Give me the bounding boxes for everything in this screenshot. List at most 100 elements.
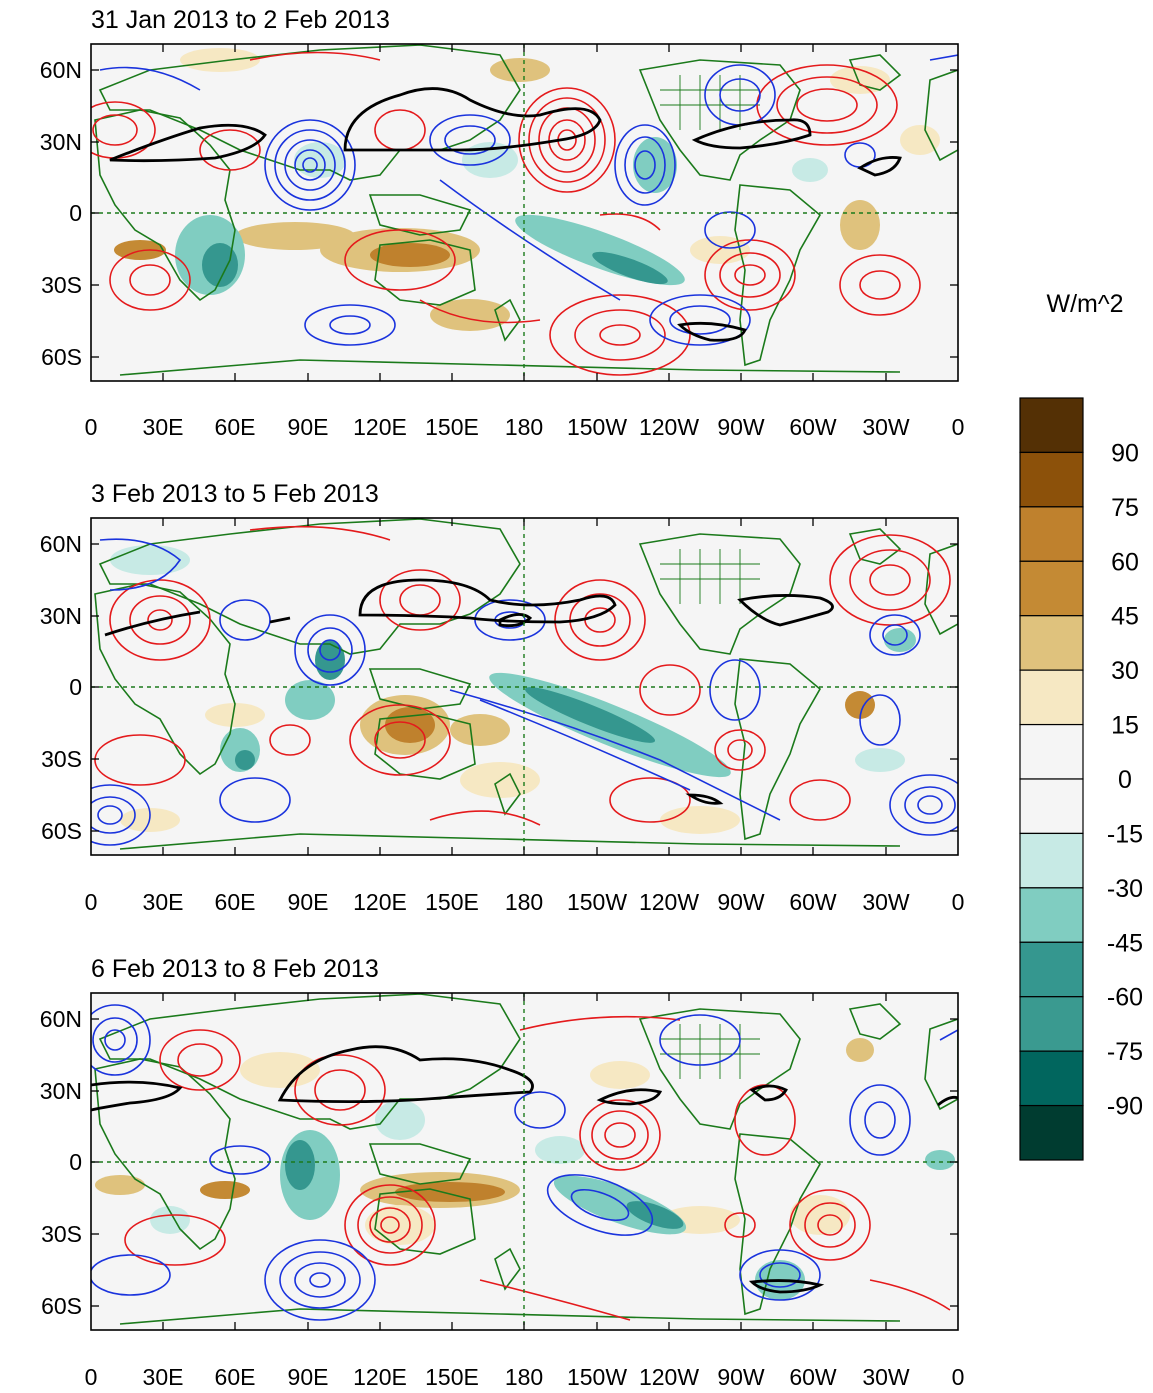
colorbar-tick-label: 45 [1111,603,1139,631]
panel-1-lon-label: 30E [143,414,184,440]
panel-1-lat-label-60n: 60N [40,57,82,83]
panel-1-lon-label: 90E [288,414,329,440]
colorbar-tick-label: 75 [1111,494,1139,522]
panel-2-lon-label: 120E [353,889,407,915]
panel-3-lat-label-60n: 60N [40,1006,82,1032]
panel-3-lat-label-60s: 60S [41,1293,82,1319]
colorbar-box [1019,941,1084,998]
panel-3-positive-shading [95,1038,874,1245]
panel-2-coastlines [94,518,958,850]
colorbar-boxes [1019,397,1084,1161]
colorbar-box [1019,887,1084,943]
colorbar-tick-label: -30 [1107,875,1143,903]
panel-2-negative-contours [91,538,958,846]
colorbar-labels: 90 75 60 45 30 15 0 -15 -30 -45 -60 -75 -90 [1107,439,1143,1120]
panel-2-lat-label-eq: 0 [69,674,82,700]
panel-2-lon-label: 90W [717,889,765,915]
colorbar-box [1019,778,1084,835]
panel-3-lat-label-30s: 30S [41,1221,82,1247]
panel-3-negative-contours [91,1004,958,1321]
colorbar-tick-label: -45 [1107,929,1143,957]
map-panel-1: 31 Jan 2013 to 2 Feb 2013 [40,6,965,440]
panel-1-lat-label-60s: 60S [41,344,82,370]
panel-2-negative-shading [110,545,916,778]
panel-2-lon-label: 60W [789,889,837,915]
panel-2-lon-label: 120W [639,889,699,915]
panel-1-lon-label: 60E [215,414,256,440]
colorbar-box [1019,1104,1084,1161]
colorbar-box [1019,669,1084,726]
map-panel-3: 6 Feb 2013 to 8 Feb 2013 [40,955,965,1390]
colorbar-box [1019,832,1084,889]
panel-1-positive-contours [91,51,921,376]
colorbar-box [1019,560,1084,617]
colorbar-tick-label: -75 [1107,1038,1143,1066]
panel-1-lat-label-30n: 30N [40,129,82,155]
colorbar-box [1019,397,1084,454]
panel-2-lat-label-60s: 60S [41,818,82,844]
panel-1-negative-contours [99,54,958,346]
panel-1-title: 31 Jan 2013 to 2 Feb 2013 [91,6,390,34]
colorbar: W/m^2 90 75 60 45 30 15 0 -15 -30 -45 -60 -75 -90 [1019,290,1143,1161]
panel-2-lon-label: 180 [505,889,543,915]
panel-1-ticks [91,44,958,381]
panel-1-lon-label: 0 [952,414,965,440]
panel-3-lon-label: 90E [288,1364,329,1390]
panel-3-lon-label: 0 [85,1364,98,1390]
panel-1-lat-label-eq: 0 [69,200,82,226]
colorbar-tick-label: -15 [1107,820,1143,848]
colorbar-tick-label: 15 [1111,712,1139,740]
colorbar-tick-label: 60 [1111,548,1139,576]
panel-2-positive-shading [120,691,875,834]
panel-2-lon-label: 60E [215,889,256,915]
colorbar-tick-label: 90 [1111,439,1139,467]
panel-2-lon-label: 150E [425,889,479,915]
panel-3-title: 6 Feb 2013 to 8 Feb 2013 [91,955,379,983]
panel-1-jet-contours [109,87,902,342]
panel-1-lat-label-30s: 30S [41,272,82,298]
panel-1-lon-label: 90W [717,414,765,440]
panel-2-title: 3 Feb 2013 to 5 Feb 2013 [91,480,379,508]
panel-2-lat-label-30s: 30S [41,746,82,772]
panel-3-lon-label: 150E [425,1364,479,1390]
panel-3-lon-label: 0 [952,1364,965,1390]
panel-2-lon-label: 30E [143,889,184,915]
panel-3-lon-label: 30W [862,1364,910,1390]
panel-3-lon-label: 60E [215,1364,256,1390]
panel-3-lon-label: 120W [639,1364,699,1390]
panel-1-lon-label: 0 [85,414,98,440]
colorbar-tick-label: -60 [1107,984,1143,1012]
colorbar-tick-label: 30 [1111,657,1139,685]
panel-1-lon-label: 150E [425,414,479,440]
map-panel-2: 3 Feb 2013 to 5 Feb 2013 [40,480,965,915]
panel-3-jet-contours [91,1045,958,1294]
panel-3-positive-contours [124,1015,951,1321]
panel-2-lon-label: 0 [85,889,98,915]
panel-1-lon-label: 150W [567,414,627,440]
panel-2-lon-label: 0 [952,889,965,915]
panel-2-ticks [91,518,958,855]
panel-1-lon-label: 60W [789,414,837,440]
colorbar-box [1019,996,1084,1052]
panel-2-lat-label-60n: 60N [40,531,82,557]
colorbar-tick-label: -90 [1107,1093,1143,1121]
panel-1-lon-label: 30W [862,414,910,440]
panel-3-lon-label: 150W [567,1364,627,1390]
panel-3-lon-label: 30E [143,1364,184,1390]
panel-2-lon-label: 90E [288,889,329,915]
panel-1-lon-label: 120W [639,414,699,440]
panel-2-lon-label: 30W [862,889,910,915]
colorbar-box [1019,1050,1084,1107]
panel-3-lon-label: 90W [717,1364,765,1390]
panel-3-lon-label: 180 [505,1364,543,1390]
panel-1-lon-label: 120E [353,414,407,440]
panel-2-lat-label-30n: 30N [40,603,82,629]
colorbar-units: W/m^2 [1046,290,1123,318]
colorbar-box [1019,506,1084,562]
panel-1-lon-label: 180 [505,414,543,440]
panel-3-ticks [91,993,958,1330]
colorbar-box [1019,723,1084,780]
panel-2-lon-label: 150W [567,889,627,915]
panel-2-jet-contours [104,578,834,805]
